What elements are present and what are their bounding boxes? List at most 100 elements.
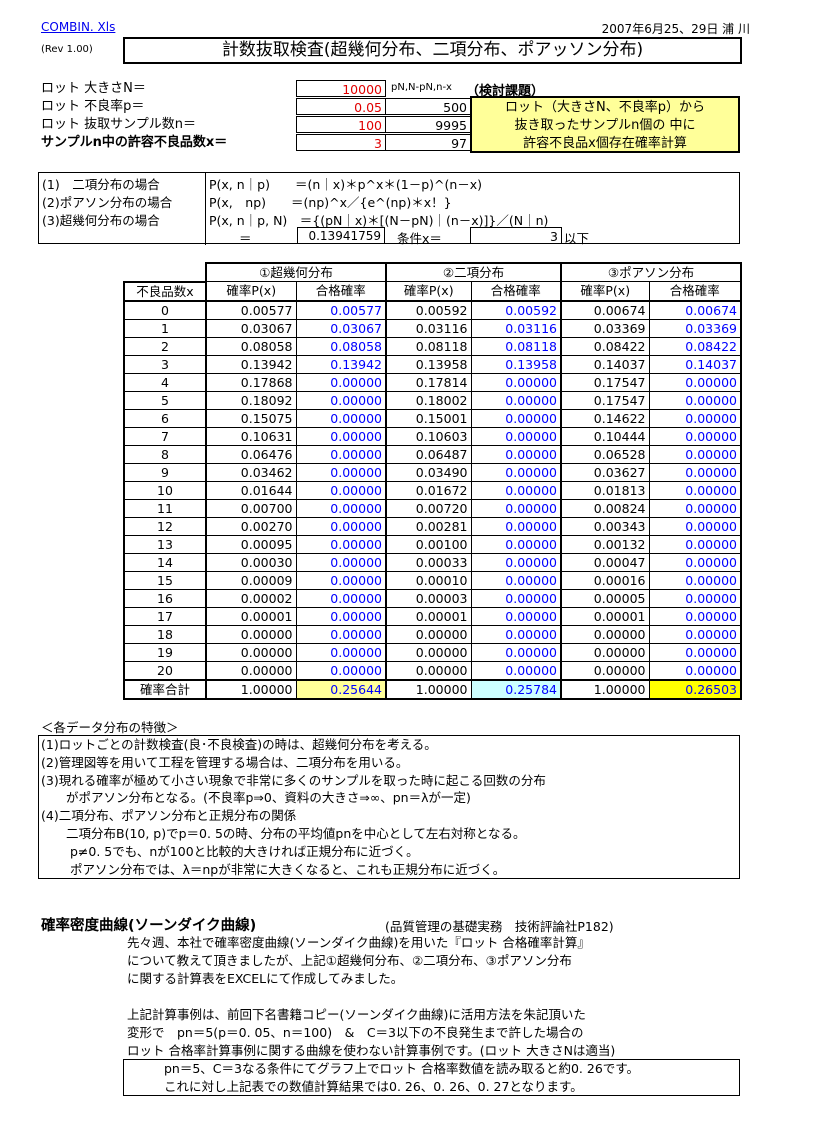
probability-cell: 0.15001 — [385, 408, 472, 428]
probability-cell: 0.00009 — [205, 570, 297, 590]
probability-cell: 0.14622 — [560, 408, 650, 428]
case-hypergeometric: (3)超幾何分布の場合 — [42, 213, 160, 228]
acceptance-cell: 0.00000 — [295, 534, 387, 554]
probability-cell: 0.14037 — [560, 354, 650, 374]
group-binomial: ②二項分布 — [385, 262, 562, 282]
acceptance-cell: 0.00000 — [648, 498, 742, 518]
probability-cell: 0.06476 — [205, 444, 297, 464]
acceptance-cell: 0.00000 — [470, 624, 562, 644]
defect-count: 20 — [123, 660, 207, 680]
probability-cell: 0.01672 — [385, 480, 472, 500]
defect-count: 3 — [123, 354, 207, 374]
table-row: 6 0.15075 0.00000 0.15001 0.00000 0.14622 0.00… — [123, 408, 742, 428]
acceptance-cell: 0.00000 — [648, 570, 742, 590]
acceptance-cell: 0.00000 — [648, 372, 742, 392]
defect-count: 6 — [123, 408, 207, 428]
probability-cell: 0.00824 — [560, 498, 650, 518]
acceptance-cell: 0.03369 — [648, 318, 742, 338]
acceptance-cell: 0.00000 — [470, 444, 562, 464]
acceptance-cell: 0.00000 — [648, 408, 742, 428]
defect-count: 18 — [123, 624, 207, 644]
file-link[interactable]: COMBIN. Xls — [41, 20, 116, 34]
summary-paragraph: 先々週、本社で確率密度曲線(ソーンダイク曲線)を用いた『ロット 合格確率計算』 … — [127, 934, 615, 1060]
acceptance-cell: 0.00000 — [295, 426, 387, 446]
probability-cell: 0.10444 — [560, 426, 650, 446]
probability-cell: 0.00001 — [205, 606, 297, 626]
defect-rate-label: ロット 不良率p＝ — [41, 99, 145, 114]
summary-line: ロット 合格率計算事例に関する曲線を使わない計算事例です。(ロット 大きさNは適… — [127, 1043, 616, 1058]
note-line: (2)管理図等を用いて工程を管理する場合は、二項分布を用いる。 — [41, 754, 409, 770]
acceptance-cell: 0.00000 — [295, 516, 387, 536]
acceptance-cell: 0.00000 — [295, 642, 387, 662]
sample-size-label: ロット 抜取サンプル数n＝ — [41, 117, 196, 132]
col-probability: 確率P(x) — [385, 281, 472, 301]
allowed-defects-label: サンプルn中の許容不良品数x＝ — [41, 135, 228, 150]
acceptance-cell: 0.00000 — [648, 642, 742, 662]
acceptance-cell: 0.00000 — [470, 480, 562, 500]
probability-cell: 0.00002 — [205, 588, 297, 608]
summary-line: について教えて頂きましたが、上記①超幾何分布、②二項分布、③ポアソン分布 — [127, 953, 572, 968]
summary-line: 上記計算事例は、前回下名書籍コピー(ソーンダイク曲線)に活用方法を朱記頂いた — [127, 1007, 586, 1022]
case-binomial: (1) 二項分布の場合 — [42, 177, 160, 192]
note-line: ポアソン分布では、λ＝npが非常に大きくなると、これも正規分布に近づく。 — [41, 861, 506, 877]
defect-count: 1 — [123, 318, 207, 338]
acceptance-cell: 0.08058 — [295, 336, 387, 356]
acceptance-cell: 0.00000 — [470, 606, 562, 626]
lot-size-input[interactable]: 10000 — [296, 80, 386, 97]
table-row: 15 0.00009 0.00000 0.00010 0.00000 0.00016 0.0… — [123, 570, 742, 590]
sample-size-input[interactable]: 100 — [296, 116, 386, 133]
table-row: 1 0.03067 0.03067 0.03116 0.03116 0.03369 0.03… — [123, 318, 742, 338]
task-line: 許容不良品x個存在確率計算 — [523, 136, 687, 151]
note-line: (3)現れる確率が極めて小さい現象で非常に多くのサンプルを取った時に起こる回数の… — [41, 772, 546, 788]
probability-cell: 0.06528 — [560, 444, 650, 464]
probability-cell: 1.00000 — [205, 679, 297, 700]
probability-cell: 0.17868 — [205, 372, 297, 392]
probability-cell: 0.00000 — [385, 660, 472, 680]
probability-cell: 0.03490 — [385, 462, 472, 482]
col-probability: 確率P(x) — [560, 281, 650, 301]
probability-cell: 0.08422 — [560, 336, 650, 356]
acceptance-cell: 0.00000 — [470, 372, 562, 392]
probability-cell: 0.13958 — [385, 354, 472, 374]
acceptance-cell: 0.00000 — [295, 372, 387, 392]
summary-line — [127, 988, 615, 1006]
formula-box: (1) 二項分布の場合 (2)ポアソン分布の場合 (3)超幾何分布の場合 P(x… — [38, 172, 740, 246]
defect-count: 17 — [123, 606, 207, 626]
acceptance-cell: 0.00000 — [648, 660, 742, 680]
probability-cell: 1.00000 — [560, 679, 650, 700]
date-author: 2007年6月25、29日 浦 川 — [601, 22, 750, 36]
defect-rate-input[interactable]: 0.05 — [296, 98, 386, 115]
case-poisson: (2)ポアソン分布の場合 — [42, 195, 173, 210]
acceptance-cell: 0.00000 — [295, 606, 387, 626]
acceptance-cell: 0.00000 — [470, 642, 562, 662]
acceptance-cell: 0.00000 — [648, 588, 742, 608]
probability-cell: 0.00000 — [385, 624, 472, 644]
total-row: 確率合計 1.00000 0.25644 1.00000 0.25784 1.00000 0… — [123, 679, 742, 700]
probability-cell: 0.17547 — [560, 390, 650, 410]
probability-cell: 0.00000 — [385, 642, 472, 662]
probability-cell: 0.00720 — [385, 498, 472, 518]
table-row: 12 0.00270 0.00000 0.00281 0.00000 0.00343 0.0… — [123, 516, 742, 536]
acceptance-cell: 0.08118 — [470, 336, 562, 356]
table-row: 17 0.00001 0.00000 0.00001 0.00000 0.00001 0.0… — [123, 606, 742, 626]
acceptance-cell: 0.25644 — [295, 679, 387, 700]
probability-cell: 0.00100 — [385, 534, 472, 554]
probability-cell: 0.00001 — [560, 606, 650, 626]
total-label: 確率合計 — [123, 679, 207, 700]
probability-cell: 0.00270 — [205, 516, 297, 536]
probability-cell: 0.03627 — [560, 462, 650, 482]
summary-line: 変形で pn＝5(p＝0. 05、n＝100) & C＝3以下の不良発生まで許し… — [127, 1025, 584, 1040]
divider — [205, 173, 206, 245]
col-acceptance: 合格確率 — [648, 281, 742, 301]
formula-poisson: P(x, np) ＝(np)^x／{e^(np)＊x！} — [209, 195, 452, 210]
col-defects: 不良品数x — [123, 280, 207, 301]
acceptance-cell: 0.00000 — [648, 552, 742, 572]
allowed-defects-input[interactable]: 3 — [296, 134, 386, 151]
acceptance-cell: 0.00000 — [295, 462, 387, 482]
acceptance-cell: 0.00000 — [470, 516, 562, 536]
probability-cell: 0.00005 — [560, 588, 650, 608]
formula-hypergeometric: P(x, n｜p, N) ＝{(pN｜x)＊[(N－pN)｜(n－x)]}／(N… — [209, 213, 549, 228]
defect-count: 16 — [123, 588, 207, 608]
probability-cell: 0.00047 — [560, 552, 650, 572]
probability-cell: 0.10631 — [205, 426, 297, 446]
